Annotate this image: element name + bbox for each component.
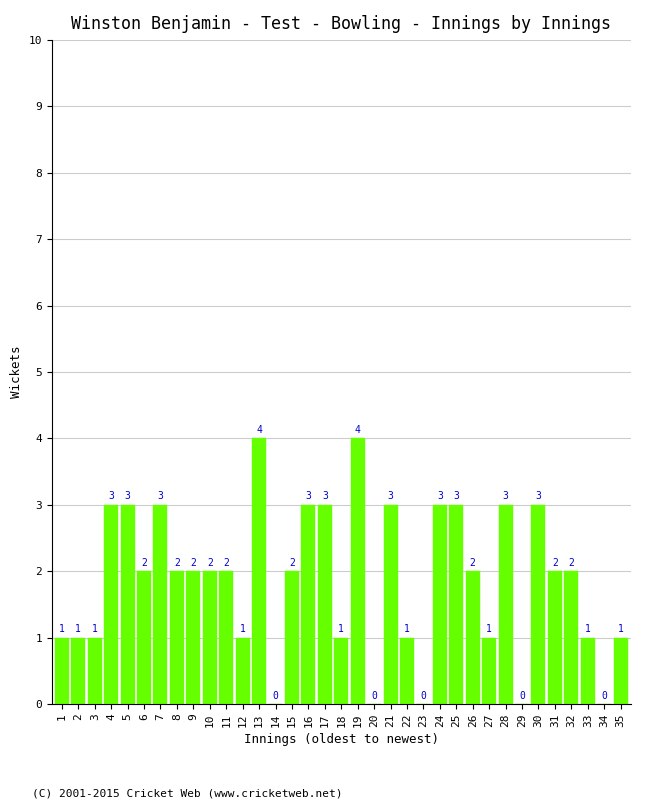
- Text: 3: 3: [536, 491, 541, 502]
- Bar: [466, 571, 480, 704]
- Bar: [72, 638, 85, 704]
- Text: 1: 1: [585, 624, 591, 634]
- X-axis label: Innings (oldest to newest): Innings (oldest to newest): [244, 733, 439, 746]
- Bar: [104, 505, 118, 704]
- Bar: [351, 438, 365, 704]
- Bar: [384, 505, 398, 704]
- Bar: [219, 571, 233, 704]
- Bar: [236, 638, 250, 704]
- Text: 3: 3: [125, 491, 131, 502]
- Text: 1: 1: [404, 624, 410, 634]
- Text: 4: 4: [355, 425, 361, 435]
- Text: 3: 3: [109, 491, 114, 502]
- Text: 0: 0: [421, 690, 426, 701]
- Text: 3: 3: [157, 491, 163, 502]
- Text: 2: 2: [174, 558, 180, 568]
- Bar: [499, 505, 513, 704]
- Text: 2: 2: [470, 558, 476, 568]
- Text: 2: 2: [190, 558, 196, 568]
- Bar: [581, 638, 595, 704]
- Bar: [548, 571, 562, 704]
- Bar: [203, 571, 216, 704]
- Text: 2: 2: [207, 558, 213, 568]
- Bar: [334, 638, 348, 704]
- Bar: [153, 505, 168, 704]
- Text: 3: 3: [453, 491, 460, 502]
- Bar: [564, 571, 579, 704]
- Text: 3: 3: [322, 491, 328, 502]
- Text: 3: 3: [387, 491, 393, 502]
- Bar: [121, 505, 135, 704]
- Text: 2: 2: [552, 558, 558, 568]
- Text: 3: 3: [502, 491, 508, 502]
- Bar: [285, 571, 299, 704]
- Text: 1: 1: [618, 624, 623, 634]
- Text: 3: 3: [306, 491, 311, 502]
- Text: 0: 0: [371, 690, 377, 701]
- Bar: [88, 638, 101, 704]
- Text: 1: 1: [75, 624, 81, 634]
- Text: (C) 2001-2015 Cricket Web (www.cricketweb.net): (C) 2001-2015 Cricket Web (www.cricketwe…: [32, 788, 343, 798]
- Bar: [302, 505, 315, 704]
- Text: 1: 1: [486, 624, 492, 634]
- Y-axis label: Wickets: Wickets: [10, 346, 23, 398]
- Bar: [449, 505, 463, 704]
- Text: 3: 3: [437, 491, 443, 502]
- Text: 1: 1: [59, 624, 65, 634]
- Text: 1: 1: [240, 624, 246, 634]
- Bar: [55, 638, 69, 704]
- Bar: [400, 638, 414, 704]
- Text: 0: 0: [272, 690, 278, 701]
- Text: 4: 4: [256, 425, 262, 435]
- Text: 2: 2: [223, 558, 229, 568]
- Text: 2: 2: [289, 558, 295, 568]
- Bar: [482, 638, 496, 704]
- Bar: [532, 505, 545, 704]
- Text: 1: 1: [92, 624, 98, 634]
- Bar: [170, 571, 184, 704]
- Text: 0: 0: [601, 690, 607, 701]
- Bar: [137, 571, 151, 704]
- Text: 1: 1: [338, 624, 344, 634]
- Text: 2: 2: [568, 558, 574, 568]
- Bar: [187, 571, 200, 704]
- Bar: [318, 505, 332, 704]
- Text: 0: 0: [519, 690, 525, 701]
- Bar: [252, 438, 266, 704]
- Bar: [433, 505, 447, 704]
- Bar: [614, 638, 628, 704]
- Text: 2: 2: [141, 558, 147, 568]
- Title: Winston Benjamin - Test - Bowling - Innings by Innings: Winston Benjamin - Test - Bowling - Inni…: [72, 15, 611, 33]
